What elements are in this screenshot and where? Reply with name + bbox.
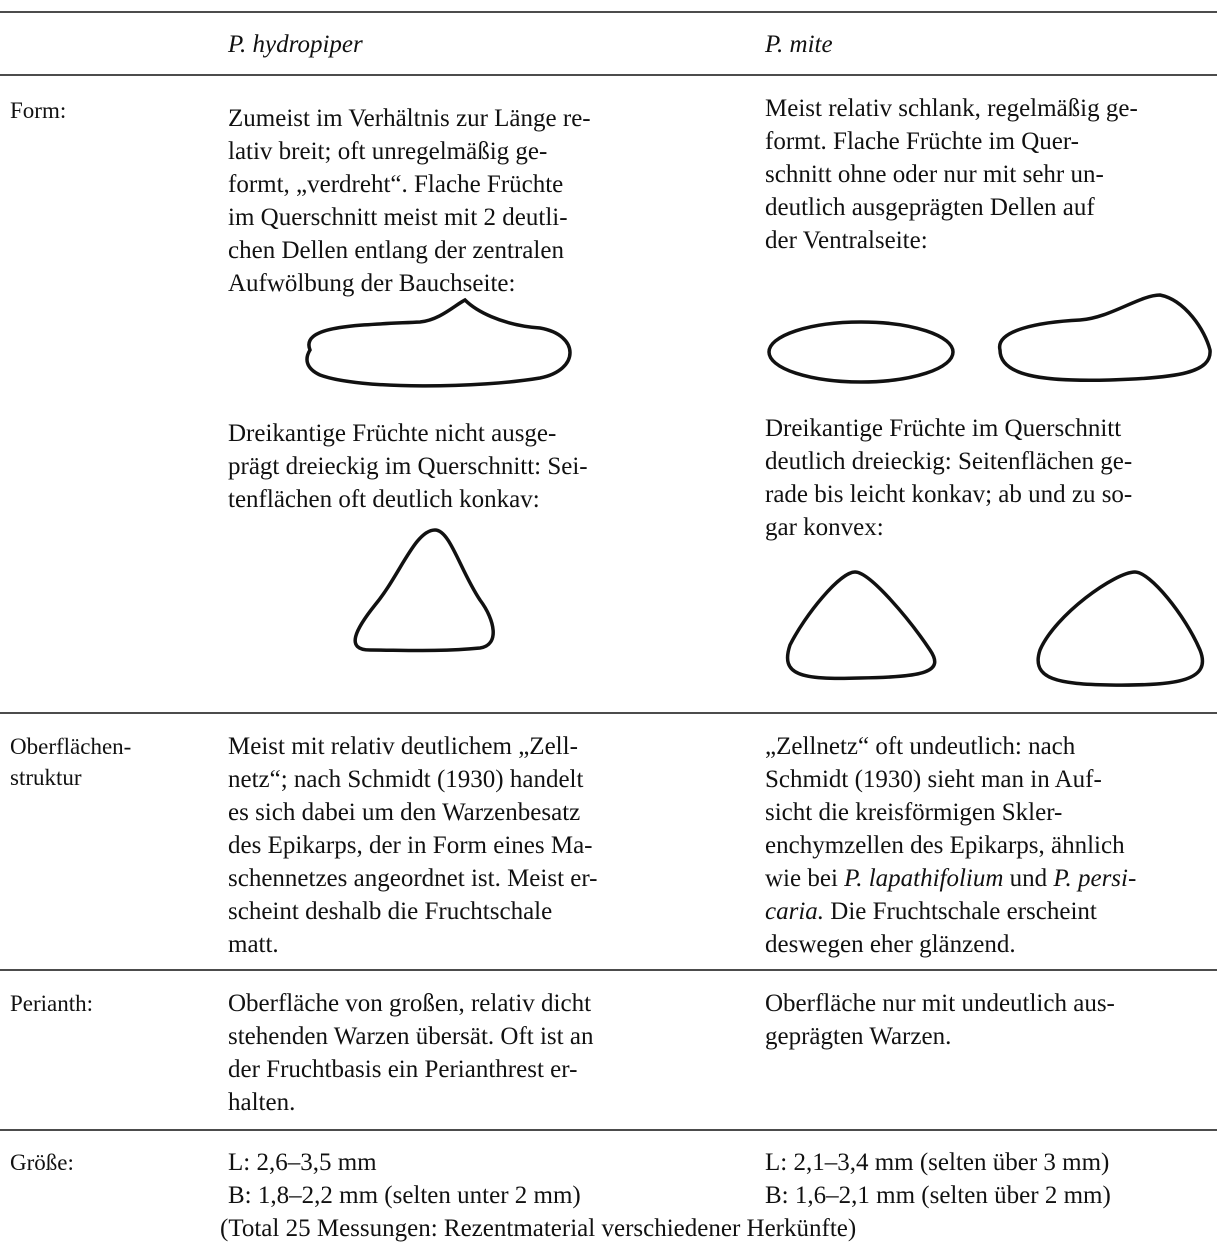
row-label: Oberflächen- — [10, 734, 132, 759]
cell-line: wie bei P. lapathifolium und P. persi- — [765, 862, 1136, 895]
flat-fruit-outline — [767, 320, 955, 384]
flat-fruit-outline — [305, 297, 572, 388]
text-run: Die Fruchtschale erscheint — [824, 898, 1097, 925]
cell-line: es sich dabei um den Warzenbesatz — [228, 799, 581, 826]
cell-line: prägt dreieckig im Querschnitt: Sei- — [228, 453, 588, 480]
cell-line: der Ventralseite: — [765, 227, 928, 254]
row-label: struktur — [10, 765, 82, 790]
cell-line: Dreikantige Früchte im Querschnitt — [765, 415, 1122, 442]
cell-line: L: 2,6–3,5 mm — [228, 1149, 377, 1176]
cell-line: deswegen eher glänzend. — [765, 931, 1016, 958]
cell-line: deutlich dreieckig: Seitenflächen ge- — [765, 448, 1133, 475]
cell-line: tenflächen oft deutlich konkav: — [228, 486, 540, 513]
cell-line: B: 1,6–2,1 mm (selten über 2 mm) — [765, 1182, 1111, 1209]
cell-line: Meist relativ schlank, regelmäßig ge- — [765, 95, 1138, 122]
row-label: Perianth: — [10, 991, 94, 1016]
cell-line: Aufwölbung der Bauchseite: — [228, 270, 516, 297]
cell-line: netz“; nach Schmidt (1930) handelt — [228, 766, 584, 793]
cell-line: Oberfläche von großen, relativ dicht — [228, 990, 592, 1017]
flat-fruit-outline — [998, 293, 1212, 383]
cell-line: geprägten Warzen. — [765, 1023, 952, 1050]
row-label: Form: — [10, 98, 67, 123]
cell-line: Oberfläche nur mit undeutlich aus- — [765, 990, 1115, 1017]
text-run: caria. — [765, 898, 825, 925]
cell-line: lativ breit; oft unregelmäßig ge- — [228, 138, 548, 165]
cell-line: stehenden Warzen übersät. Oft ist an — [228, 1023, 594, 1050]
cell-line: caria. Die Fruchtschale erscheint — [765, 895, 1097, 928]
cell-line: des Epikarps, der in Form eines Ma- — [228, 832, 593, 859]
cell-line: chen Dellen entlang der zentralen — [228, 237, 564, 264]
text-run: und — [1003, 865, 1054, 892]
cell-line: schnitt ohne oder nur mit sehr un- — [765, 161, 1104, 188]
cell-line: Dreikantige Früchte nicht ausge- — [228, 420, 557, 447]
cell-line: „Zellnetz“ oft undeutlich: nach — [765, 733, 1076, 760]
cell-line: formt. Flache Früchte im Quer- — [765, 128, 1079, 155]
text-run: wie bei — [765, 865, 845, 892]
cell-line: scheint deshalb die Fruchtschale — [228, 898, 553, 925]
cell-line: L: 2,1–3,4 mm (selten über 3 mm) — [765, 1149, 1110, 1176]
cell-line: schennetzes angeordnet ist. Meist er- — [228, 865, 598, 892]
cell-line: Schmidt (1930) sieht man in Auf- — [765, 766, 1102, 793]
triangular-fruit-outline — [353, 528, 495, 653]
cell-line: der Fruchtbasis ein Perianthrest er- — [228, 1056, 578, 1083]
triangular-fruit-outline — [785, 570, 937, 681]
cell-line: gar konvex: — [765, 514, 884, 541]
cell-line: B: 1,8–2,2 mm (selten unter 2 mm) — [228, 1182, 581, 1209]
cell-line: formt, „verdreht“. Flache Früchte — [228, 171, 564, 198]
note: (Total 25 Messungen: Rezentmaterial vers… — [220, 1215, 857, 1242]
text-run: P. lapathifolium — [844, 865, 1004, 892]
cell-line: rade bis leicht konkav; ab und zu so- — [765, 481, 1133, 508]
cell-line: sicht die kreisförmigen Skler- — [765, 799, 1063, 826]
cell-line: enchymzellen des Epikarps, ähnlich — [765, 832, 1125, 859]
cell-line: im Querschnitt meist mit 2 deutli- — [228, 204, 568, 231]
cell-line: Zumeist im Verhältnis zur Länge re- — [228, 105, 591, 132]
triangular-fruit-outline — [1036, 570, 1205, 687]
text-run: P. persi- — [1053, 865, 1137, 892]
cell-line: deutlich ausgeprägten Dellen auf — [765, 194, 1095, 221]
column-header: P. mite — [765, 31, 833, 58]
cell-line: Meist mit relativ deutlichem „Zell- — [228, 733, 578, 760]
cell-line: halten. — [228, 1089, 296, 1116]
cell-line: matt. — [228, 931, 279, 958]
column-header: P. hydropiper — [228, 31, 363, 58]
row-label: Größe: — [10, 1150, 74, 1175]
